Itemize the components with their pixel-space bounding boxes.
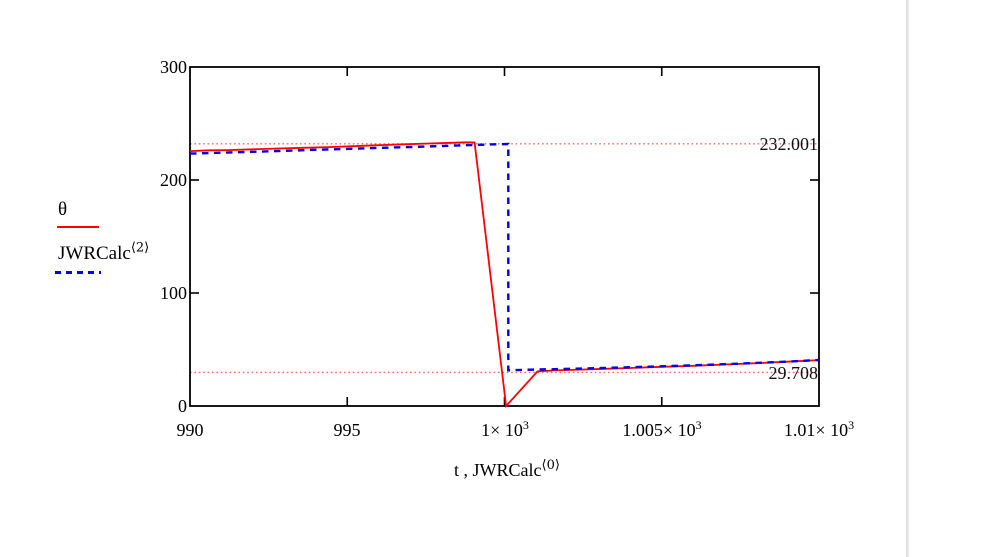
legend-line-theta [57,226,99,228]
marker-label-232: 232.001 [759,134,819,154]
exponent: 3 [522,418,529,432]
x-tick-label-990: 990 [176,420,204,440]
legend-label-theta: θ [58,199,68,220]
x-tick-label-101e3: 1.01× 103 [783,418,855,440]
plot-frame [189,66,820,407]
y-tick-label-0: 0 [178,396,187,416]
x-tick-label-1005e3: 1.005× 103 [622,418,702,440]
x-axis-label: t , JWRCalc⟨0⟩ [454,458,560,480]
exponent: 3 [848,418,855,432]
exponent: 3 [695,418,702,432]
y-tick-label-300: 300 [160,57,187,77]
legend-line-jwrcalc2 [55,271,101,274]
y-tick-label-100: 100 [160,283,187,303]
marker-label-29: 29.708 [768,363,819,383]
page-break-line [906,0,909,557]
column-superscript: ⟨0⟩ [541,458,560,473]
x-tick-label-995: 995 [333,420,361,440]
x-tick-label-1e3: 1× 103 [481,418,529,440]
series-line-jwrcalc2 [189,142,820,372]
column-superscript: ⟨2⟩ [130,240,150,256]
legend-label-jwrcalc2: JWRCalc⟨2⟩ [58,240,150,264]
y-tick-label-200: 200 [160,170,187,190]
